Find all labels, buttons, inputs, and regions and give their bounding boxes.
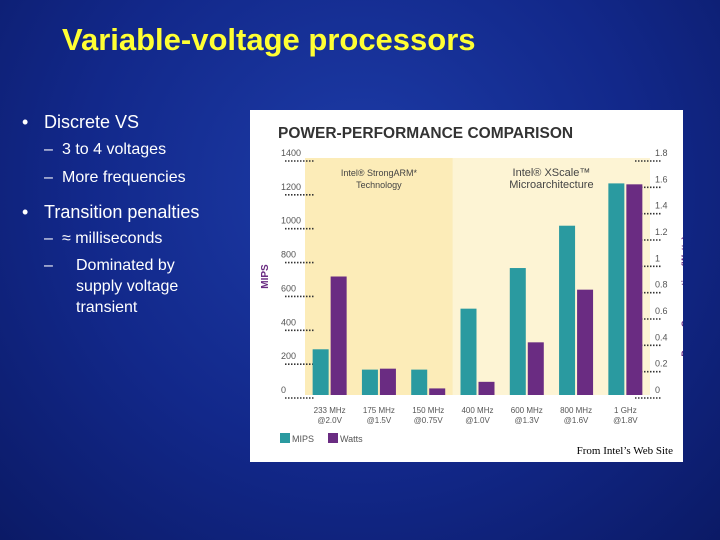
right-tick-label: 0.4: [655, 332, 668, 342]
category-label: 600 MHz: [511, 406, 543, 415]
bar-mips: [312, 349, 329, 395]
bar-mips: [509, 268, 526, 395]
right-tick-label: 1.6: [655, 174, 668, 184]
legend-label: Watts: [340, 434, 363, 444]
y2-axis-label: Power Consumption (Watts): [680, 236, 683, 356]
left-tick-label: 600: [281, 283, 296, 293]
sub-bullet-dominated: – Dominated by: [44, 257, 175, 275]
category-label: @1.8V: [613, 416, 638, 425]
right-tick-label: 0: [655, 385, 660, 395]
sub-bullet-mark: –: [44, 169, 53, 186]
sub-bullet-text: transient: [76, 299, 138, 316]
left-tick-label: 1000: [281, 216, 301, 226]
bar-mips: [559, 225, 576, 395]
bullet-mark: •: [22, 202, 29, 222]
sub-bullet-milliseconds: – ≈ milliseconds: [44, 230, 162, 248]
left-tick-label: 800: [281, 250, 296, 260]
category-label: @1.6V: [564, 416, 589, 425]
bullet-text: Transition penalties: [44, 202, 200, 222]
sub-bullet-mark: –: [44, 230, 53, 247]
sub-bullet-frequencies: – More frequencies: [44, 169, 186, 187]
sub-bullet-mark: –: [44, 257, 53, 274]
bar-watts: [478, 381, 495, 395]
bar-mips: [460, 308, 477, 395]
group-label: Microarchitecture: [509, 179, 593, 191]
bar-watts: [330, 276, 347, 395]
bar-mips: [411, 369, 428, 395]
bullet-discrete-vs: • Discrete VS: [22, 112, 139, 133]
sub-bullet-text: More frequencies: [62, 169, 186, 186]
group-label: Intel® XScale™: [513, 167, 591, 179]
sub-bullet-voltages: – 3 to 4 voltages: [44, 141, 166, 159]
bar-watts: [527, 342, 544, 395]
category-label: 150 MHz: [412, 406, 444, 415]
sub-bullet-continuation: supply voltage: [76, 278, 178, 296]
group-label: Technology: [356, 180, 402, 190]
bar-watts: [577, 289, 594, 395]
right-tick-label: 1.4: [655, 201, 668, 211]
legend-swatch: [280, 433, 290, 443]
legend-swatch: [328, 433, 338, 443]
bar-watts: [626, 184, 643, 395]
category-label: @2.0V: [317, 416, 342, 425]
group-band: [305, 158, 453, 395]
right-tick-label: 0.6: [655, 306, 668, 316]
category-label: @1.5V: [367, 416, 392, 425]
right-tick-label: 1: [655, 253, 660, 263]
chart-panel: POWER-PERFORMANCE COMPARISON Intel® Stro…: [250, 110, 683, 462]
left-tick-label: 1400: [281, 148, 301, 158]
category-label: 233 MHz: [314, 406, 346, 415]
category-label: 1 GHz: [614, 406, 637, 415]
group-label: Intel® StrongARM*: [341, 168, 418, 178]
left-tick-label: 0: [281, 385, 286, 395]
sub-bullet-continuation: transient: [76, 299, 137, 317]
right-tick-label: 1.2: [655, 227, 668, 237]
category-label: @1.0V: [465, 416, 490, 425]
y-axis-label: MIPS: [260, 264, 271, 289]
category-label: 400 MHz: [461, 406, 493, 415]
sub-bullet-text: ≈ milliseconds: [62, 230, 163, 247]
bar-mips: [608, 183, 625, 395]
chart-title: POWER-PERFORMANCE COMPARISON: [278, 125, 573, 142]
category-label: @1.3V: [514, 416, 539, 425]
bar-watts: [429, 388, 446, 395]
power-performance-chart: POWER-PERFORMANCE COMPARISON Intel® Stro…: [260, 125, 683, 457]
sub-bullet-text: Dominated by: [76, 257, 175, 274]
bullet-text: Discrete VS: [44, 112, 140, 132]
source-note: From Intel’s Web Site: [577, 445, 673, 457]
sub-bullet-mark: –: [44, 141, 53, 158]
bullet-transition-penalties: • Transition penalties: [22, 202, 199, 223]
left-tick-label: 1200: [281, 182, 301, 192]
right-tick-label: 0.2: [655, 359, 668, 369]
legend-label: MIPS: [292, 434, 314, 444]
right-tick-label: 0.8: [655, 280, 668, 290]
sub-bullet-text: 3 to 4 voltages: [62, 141, 167, 158]
bar-watts: [379, 368, 396, 395]
right-tick-label: 1.8: [655, 148, 668, 158]
slide-title: Variable-voltage processors: [62, 22, 476, 57]
category-label: 175 MHz: [363, 406, 395, 415]
left-tick-label: 400: [281, 317, 296, 327]
bullet-mark: •: [22, 112, 29, 132]
left-tick-label: 200: [281, 351, 296, 361]
category-label: 800 MHz: [560, 406, 592, 415]
sub-bullet-text: supply voltage: [76, 278, 179, 295]
bar-mips: [361, 369, 378, 395]
category-label: @0.75V: [414, 416, 444, 425]
